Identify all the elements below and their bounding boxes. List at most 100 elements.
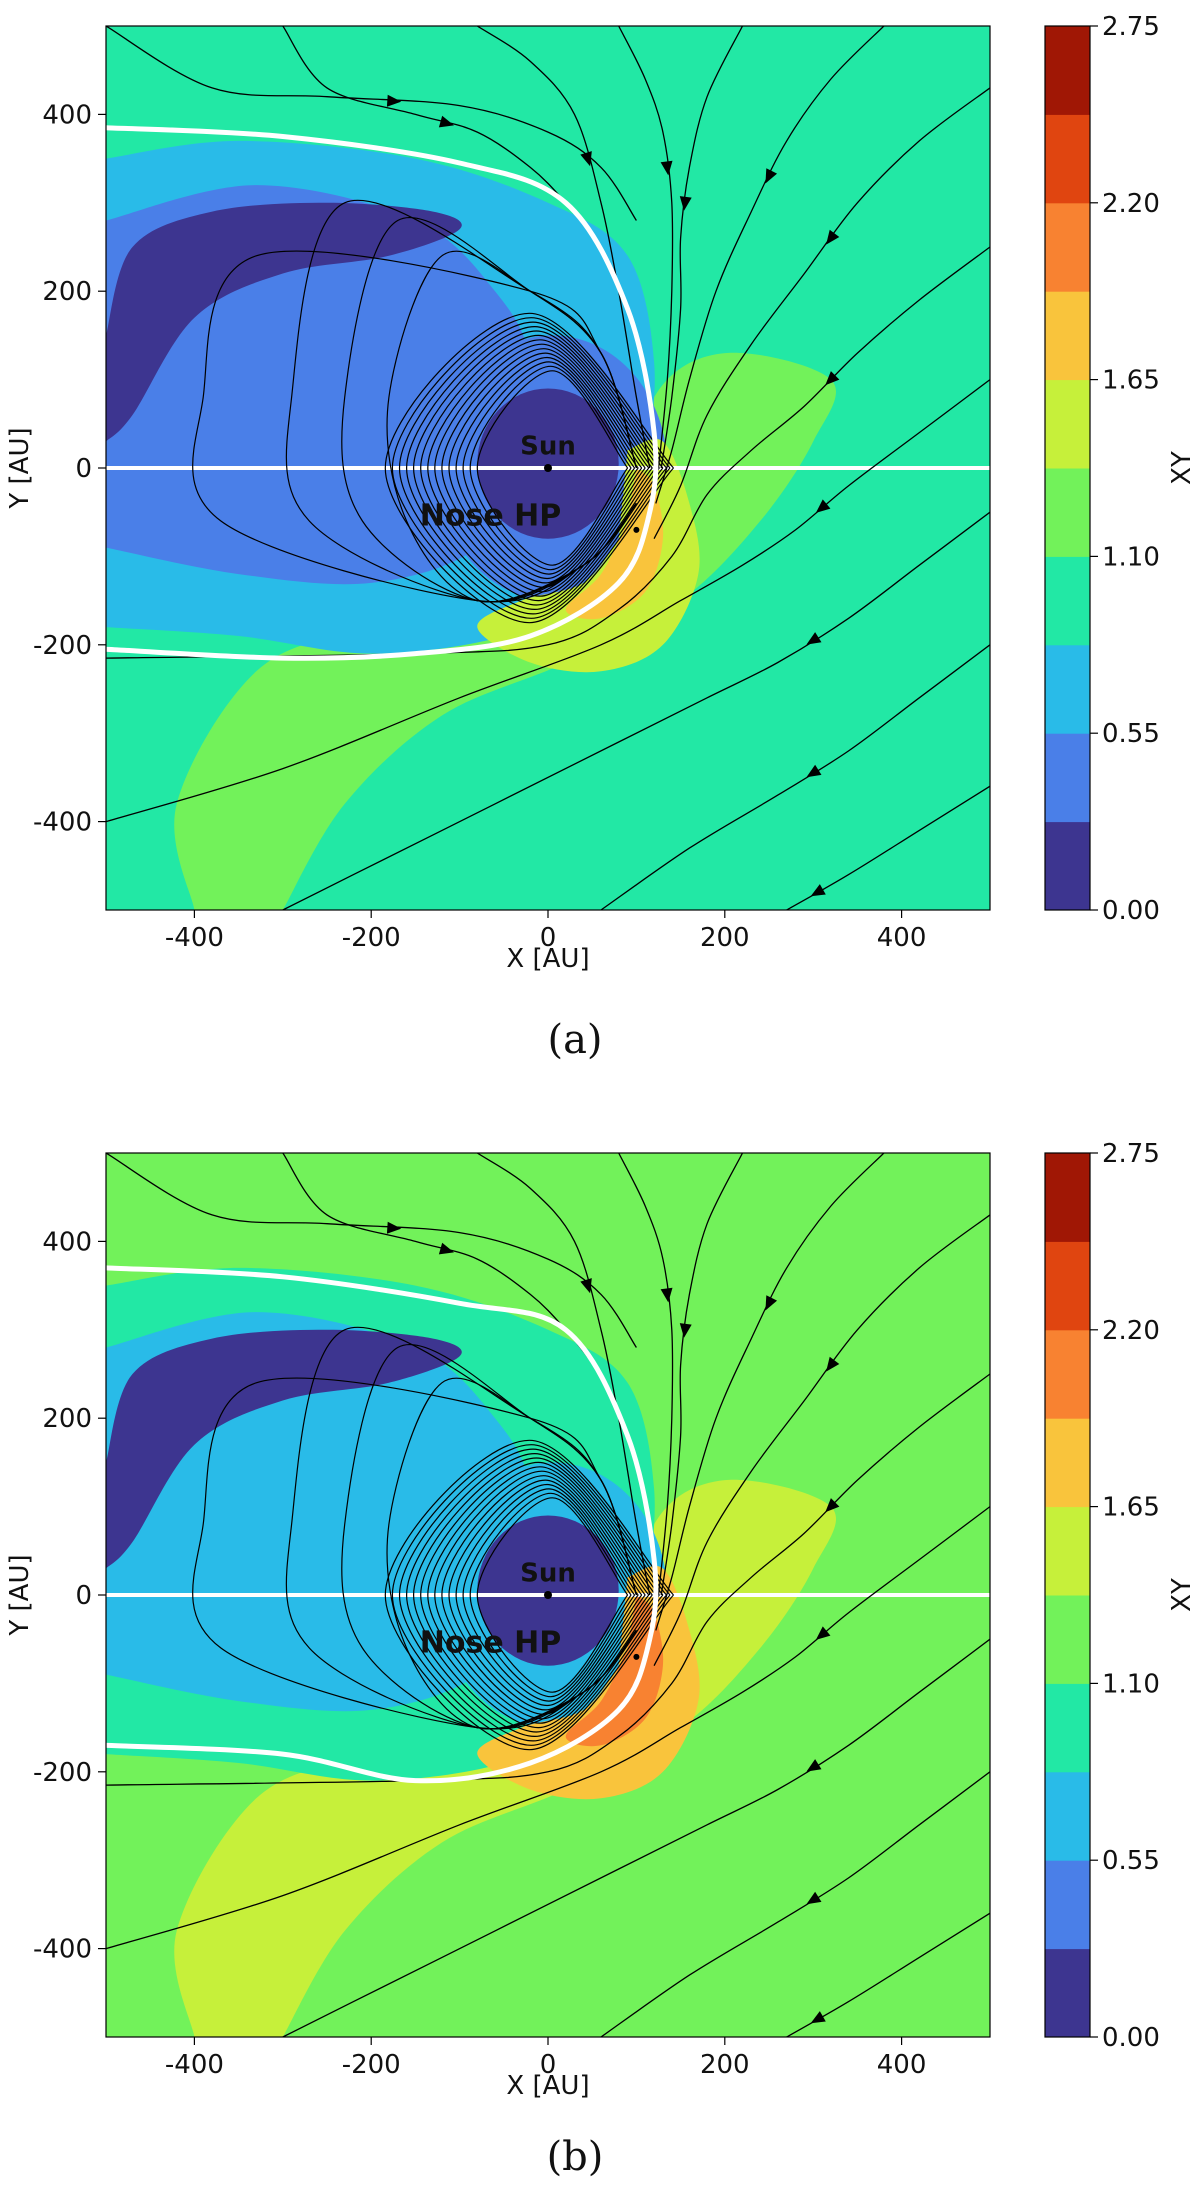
inner-field-loop [448, 352, 643, 584]
streamline [655, 1153, 885, 1631]
streamline-arrow [765, 168, 778, 184]
streamline [618, 26, 674, 469]
sun-core-region [477, 1515, 619, 1666]
overlay-b [106, 1153, 990, 2037]
sun-label: Sun [520, 1559, 576, 1589]
nose-marker [633, 526, 640, 533]
inner-field-loop [391, 1444, 671, 1746]
x-tick-label: 400 [877, 2050, 927, 2080]
x-tick-label: 200 [700, 2050, 750, 2080]
inner-field-loop [455, 356, 639, 580]
inner-field-loop [412, 1457, 660, 1733]
streamline-arrow [825, 1498, 840, 1513]
overlay-a [106, 26, 990, 910]
colorbar-segment [1045, 379, 1090, 469]
colorbar-segment [1045, 468, 1090, 557]
left-band-region [106, 202, 462, 442]
inner-field-loop [412, 330, 660, 606]
inner-field-loop [469, 365, 632, 571]
colorbar-segment [1045, 1153, 1090, 1242]
y-tick-label: 200 [42, 1404, 92, 1434]
streamline-arrow [826, 229, 840, 245]
draped-field-line [285, 199, 637, 603]
streamline [655, 26, 885, 504]
colorbar-segment [1045, 556, 1090, 646]
draped-field-line [285, 1326, 637, 1730]
draped-field-line [341, 217, 637, 603]
colorbar-frame [1044, 1152, 1091, 2038]
y-axis-label: Y [AU] [5, 1554, 35, 1636]
axes-b: -400 -200 0 200 400 -400 -200 0 200 400 [33, 1227, 926, 2080]
streamline-arrow [580, 1278, 592, 1294]
draped-field-line [192, 1377, 637, 1730]
streamline-arrow [438, 1242, 454, 1255]
y-tick-label: -400 [33, 1935, 92, 1965]
colorbar-segment [1045, 1595, 1090, 1684]
streamline-arrow [679, 1323, 692, 1338]
x-tick-label: 200 [700, 923, 750, 953]
streamline-arrow [660, 1287, 673, 1303]
colorbar-segment [1045, 26, 1090, 115]
colorbar-label: XY [1167, 451, 1197, 485]
panel-b: Sun Nose HP -400 -200 0 200 400 -400 -200 0 200 4… [5, 1139, 1197, 2180]
colorbar-tick-label: 0.55 [1102, 719, 1160, 749]
colorbar-tick-label: 1.65 [1102, 1493, 1160, 1523]
colorbar-segment [1045, 1948, 1090, 2038]
streamline [106, 1153, 637, 1348]
draped-field-line [341, 1344, 637, 1730]
streamline-arrow [660, 160, 673, 176]
inner-field-loop [441, 1475, 646, 1715]
streamline [653, 87, 990, 539]
streamline [600, 644, 990, 910]
streamline [476, 1153, 651, 1596]
streamline-arrow [806, 1891, 822, 1905]
y-tick-label: 400 [42, 1227, 92, 1257]
streamline-arrow [810, 2011, 826, 2024]
colorbar-segment [1045, 291, 1090, 381]
colorbar-tick-label: 2.20 [1102, 189, 1160, 219]
streamline-arrow [806, 632, 822, 645]
y-axis-label: Y [AU] [5, 427, 35, 509]
inner-field-loop [384, 1439, 674, 1751]
x-tick-label: -400 [165, 2050, 224, 2080]
x-tick-label: 0 [540, 923, 557, 953]
draped-field-line [192, 250, 637, 603]
streamline-arrow [580, 151, 592, 167]
sun-core-region [477, 388, 619, 539]
heliopause-boundary [106, 125, 659, 661]
x-tick-label: -200 [342, 923, 401, 953]
inner-field-loop [398, 321, 667, 615]
axes-a: -400 -200 0 200 400 -400 -200 0 200 400 [33, 100, 926, 953]
annotations-a: Sun Nose HP [420, 432, 576, 534]
inner-field-loop [427, 339, 653, 597]
x-tick-label: 0 [540, 2050, 557, 2080]
streamline-arrow [806, 764, 822, 778]
colorbar-a: 0.00 0.55 1.10 1.65 2.20 2.75 [1044, 12, 1160, 926]
field-map-b [106, 1153, 990, 2037]
panel-label-a: (a) [547, 1017, 602, 1063]
colorbar-segment [1045, 644, 1090, 734]
panel-a: Sun Nose HP -400 -200 0 200 400 -400 -200 0 200 4… [5, 12, 1197, 1063]
inner-field-loop [462, 1488, 636, 1702]
sun-marker [544, 1591, 552, 1599]
colorbar-segment [1045, 1418, 1090, 1508]
streamline-arrow [815, 499, 831, 513]
inner-field-loop [398, 1448, 667, 1742]
panel-label-b: (b) [547, 2134, 604, 2180]
streamline [660, 1153, 744, 1596]
streamline-arrow [815, 1626, 831, 1640]
sun-label: Sun [520, 432, 576, 462]
annotations-b: Sun Nose HP [420, 1559, 576, 1661]
streamline [106, 379, 990, 823]
colorbar-segment [1045, 1771, 1090, 1861]
colorbar-tick-label: 0.00 [1102, 2023, 1160, 2053]
streamline [106, 26, 637, 221]
y-tick-label: 0 [75, 1581, 92, 1611]
inner-field-loop [441, 348, 646, 588]
streamline-arrow [386, 94, 402, 107]
y-tick-label: 200 [42, 277, 92, 307]
streamline-arrow [826, 1356, 840, 1372]
streamline [476, 26, 651, 469]
left-band-region [106, 1329, 462, 1569]
nose-hp-label: Nose HP [420, 498, 561, 533]
